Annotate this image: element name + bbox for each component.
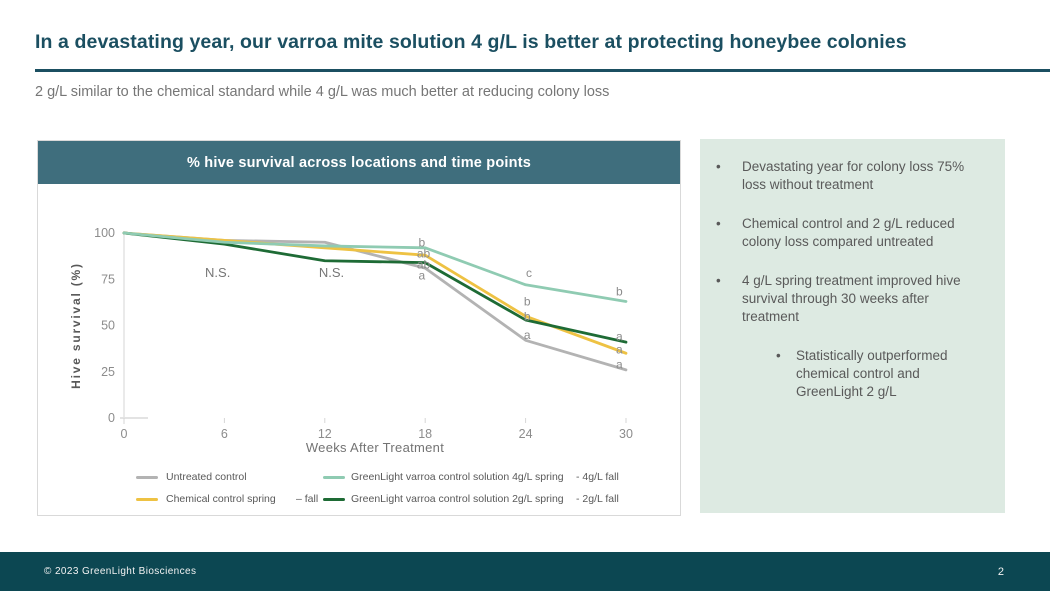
bullet-text: Devastating year for colony loss 75% los… bbox=[742, 159, 965, 192]
y-tick-label: 100 bbox=[94, 226, 115, 240]
bullet-text: 4 g/L spring treatment improved hive sur… bbox=[742, 272, 961, 324]
series-line-1 bbox=[122, 231, 628, 355]
legend-swatch-chemical bbox=[136, 498, 158, 501]
series-line-2 bbox=[122, 231, 628, 303]
significance-label: a bbox=[616, 357, 623, 371]
significance-label: c bbox=[526, 266, 532, 280]
y-axis-title: Hive survival (%) bbox=[69, 262, 83, 389]
bullet-text: Statistically outperformed chemical cont… bbox=[796, 347, 948, 399]
series-line-0 bbox=[122, 231, 628, 372]
insights-sidebar: Devastating year for colony loss 75% los… bbox=[700, 139, 1005, 513]
chart-title-bar: % hive survival across locations and tim… bbox=[38, 141, 680, 184]
bullet-item: Chemical control and 2 g/L reduced colon… bbox=[700, 215, 995, 251]
y-tick-label: 0 bbox=[108, 411, 115, 425]
sidebar-bullets: Devastating year for colony loss 75% los… bbox=[700, 139, 1005, 401]
x-tick-label: 0 bbox=[121, 427, 128, 441]
significance-label: a bbox=[616, 330, 623, 344]
footer-copyright: © 2023 GreenLight Biosciences bbox=[44, 566, 197, 577]
x-tick-label: 30 bbox=[619, 427, 633, 441]
chart-title: % hive survival across locations and tim… bbox=[186, 154, 531, 171]
significance-label: ab bbox=[417, 246, 431, 260]
x-tick-label: 12 bbox=[318, 427, 332, 441]
significance-label: b bbox=[524, 294, 531, 308]
legend-label-untreated: Untreated control bbox=[166, 471, 247, 483]
chart-panel: % hive survival across locations and tim… bbox=[37, 140, 681, 516]
legend-label-chemical-fall: – fall bbox=[296, 493, 319, 505]
significance-label: b bbox=[419, 235, 426, 249]
legend-label-chemical: Chemical control spring bbox=[166, 493, 276, 505]
slide-title: In a devastating year, our varroa mite s… bbox=[35, 31, 907, 53]
bullet-item: Devastating year for colony loss 75% los… bbox=[700, 158, 995, 194]
slide-subtitle: 2 g/L similar to the chemical standard w… bbox=[35, 84, 610, 100]
legend-label-4gl-fall: - 4g/L fall bbox=[576, 471, 619, 483]
legend-label-2gl-fall: - 2g/L fall bbox=[576, 493, 619, 505]
significance-label: ab bbox=[417, 257, 431, 271]
legend-label-4gl-spring: GreenLight varroa control solution 4g/L … bbox=[351, 471, 564, 483]
significance-label: a bbox=[419, 269, 426, 283]
sub-bullet-item: Statistically outperformed chemical cont… bbox=[700, 347, 995, 401]
x-tick-label: 6 bbox=[221, 427, 228, 441]
legend-label-2gl-spring: GreenLight varroa control solution 2g/L … bbox=[351, 493, 564, 505]
significance-label: b bbox=[524, 309, 531, 323]
series-line-3 bbox=[122, 231, 628, 344]
significance-label: a bbox=[524, 328, 531, 342]
page-number: 2 bbox=[997, 565, 1004, 578]
significance-label: a bbox=[616, 343, 623, 357]
significance-label: N.S. bbox=[319, 265, 344, 280]
x-tick-label: 24 bbox=[519, 427, 533, 441]
x-tick-label: 18 bbox=[418, 427, 432, 441]
bullet-text: Chemical control and 2 g/L reduced colon… bbox=[742, 215, 955, 249]
bullet-item: 4 g/L spring treatment improved hive sur… bbox=[700, 272, 995, 326]
significance-label: b bbox=[616, 284, 623, 298]
legend-swatch-4gl-spring bbox=[323, 476, 345, 479]
y-tick-label: 25 bbox=[101, 365, 115, 379]
footer-bar: © 2023 GreenLight Biosciences 2 bbox=[0, 552, 1050, 591]
y-tick-label: 75 bbox=[101, 272, 115, 286]
title-divider bbox=[35, 69, 1050, 72]
legend-swatch-2gl-spring bbox=[323, 498, 345, 501]
x-axis-title: Weeks After Treatment bbox=[306, 440, 444, 455]
y-tick-label: 50 bbox=[101, 319, 115, 333]
significance-label: N.S. bbox=[205, 265, 230, 280]
legend-swatch-untreated bbox=[136, 476, 158, 479]
